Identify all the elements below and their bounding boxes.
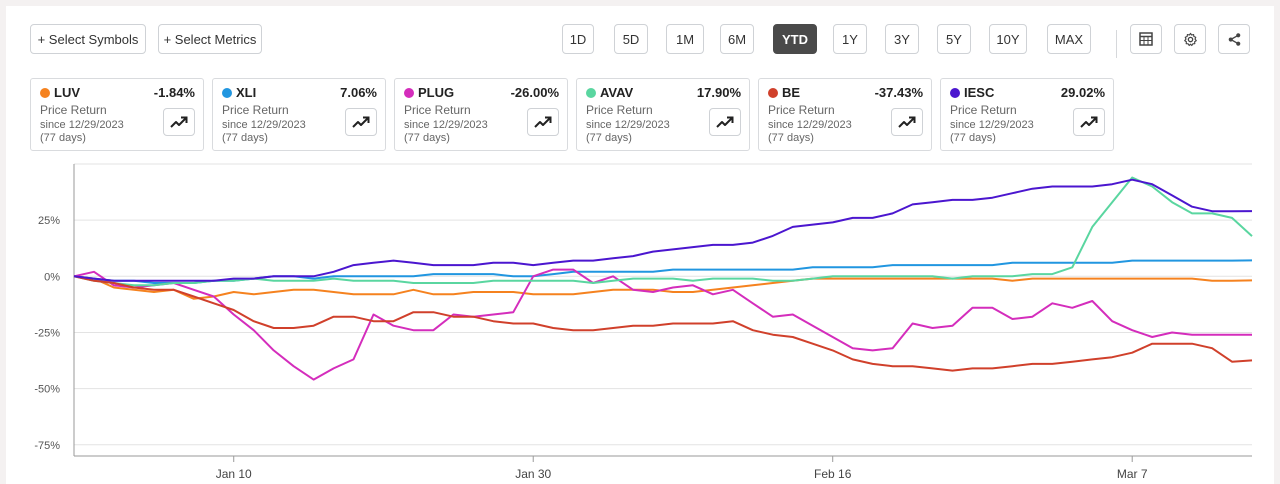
series-color-dot xyxy=(950,88,960,98)
card-since: since 12/29/2023 xyxy=(768,119,852,131)
card-days: (77 days) xyxy=(768,132,814,144)
card-since: since 12/29/2023 xyxy=(950,119,1034,131)
symbol-card-be[interactable]: BE -37.43% Price Return since 12/29/2023 (77… xyxy=(758,78,932,151)
symbol-card-xli[interactable]: XLI 7.06% Price Return since 12/29/2023 (77 … xyxy=(212,78,386,151)
y-tick-label: 0% xyxy=(44,271,60,283)
range-button-ytd[interactable]: YTD xyxy=(773,24,817,54)
select-symbols-button[interactable]: + Select Symbols xyxy=(30,24,146,54)
card-since: since 12/29/2023 xyxy=(586,119,670,131)
select-metrics-button[interactable]: + Select Metrics xyxy=(158,24,262,54)
gear-icon[interactable] xyxy=(1174,24,1206,54)
card-days: (77 days) xyxy=(40,132,86,144)
card-symbol: XLI xyxy=(236,85,257,100)
series-color-dot xyxy=(404,88,414,98)
card-symbol: PLUG xyxy=(418,85,455,100)
range-button-1y[interactable]: 1Y xyxy=(833,24,867,54)
card-days: (77 days) xyxy=(404,132,450,144)
series-line-plug[interactable] xyxy=(73,268,1252,381)
card-symbol: LUV xyxy=(54,85,80,100)
card-metric: Price Return xyxy=(950,103,1017,117)
range-button-10y[interactable]: 10Y xyxy=(989,24,1027,54)
trend-icon[interactable] xyxy=(527,108,559,136)
series-line-be[interactable] xyxy=(73,275,1253,372)
range-button-6m[interactable]: 6M xyxy=(720,24,754,54)
series-color-dot xyxy=(40,88,50,98)
card-since: since 12/29/2023 xyxy=(222,119,306,131)
card-symbol: AVAV xyxy=(600,85,634,100)
series-line-avav[interactable] xyxy=(73,176,1253,287)
card-value: -26.00% xyxy=(510,85,559,100)
range-button-1m[interactable]: 1M xyxy=(666,24,704,54)
series-color-dot xyxy=(222,88,232,98)
chart-widget: + Select Symbols + Select Metrics 1D 5D 1M… xyxy=(6,6,1274,484)
series-color-dot xyxy=(768,88,778,98)
range-button-1d[interactable]: 1D xyxy=(562,24,594,54)
card-value: -1.84% xyxy=(153,85,195,100)
symbol-card-iesc[interactable]: IESC 29.02% Price Return since 12/29/2023 (7… xyxy=(940,78,1114,151)
trend-icon[interactable] xyxy=(709,108,741,136)
table-icon[interactable] xyxy=(1130,24,1162,54)
card-value: 17.90% xyxy=(696,85,741,100)
symbol-card-luv[interactable]: LUV -1.84% Price Return since 12/29/2023 (77… xyxy=(30,78,204,151)
y-tick-label: -25% xyxy=(34,327,60,339)
card-value: -37.43% xyxy=(874,85,923,100)
trend-icon[interactable] xyxy=(345,108,377,136)
performance-chart: 25% 0% -25% -50% -75% Jan 10 Jan 30 Feb 16 Mar … xyxy=(34,163,1253,481)
card-value: 29.02% xyxy=(1060,85,1105,100)
y-tick-label: 25% xyxy=(38,215,60,227)
card-metric: Price Return xyxy=(40,103,107,117)
series-line-luv[interactable] xyxy=(73,275,1253,300)
card-metric: Price Return xyxy=(768,103,835,117)
trend-icon[interactable] xyxy=(163,108,195,136)
card-value: 7.06% xyxy=(340,85,377,100)
x-tick-label: Mar 7 xyxy=(1117,467,1148,481)
symbol-card-avav[interactable]: AVAV 17.90% Price Return since 12/29/2023 (7… xyxy=(576,78,750,151)
x-tick-label: Feb 16 xyxy=(814,467,852,481)
range-button-5d[interactable]: 5D xyxy=(614,24,648,54)
trend-icon[interactable] xyxy=(891,108,923,136)
card-metric: Price Return xyxy=(222,103,289,117)
card-since: since 12/29/2023 xyxy=(404,119,488,131)
series-line-iesc[interactable] xyxy=(73,178,1253,282)
range-button-5y[interactable]: 5Y xyxy=(937,24,971,54)
card-metric: Price Return xyxy=(586,103,653,117)
card-days: (77 days) xyxy=(950,132,996,144)
trend-icon[interactable] xyxy=(1073,108,1105,136)
share-icon[interactable] xyxy=(1218,24,1250,54)
x-tick-label: Jan 30 xyxy=(515,467,551,481)
range-button-3y[interactable]: 3Y xyxy=(885,24,919,54)
series-color-dot xyxy=(586,88,596,98)
y-tick-label: -75% xyxy=(34,440,60,452)
range-button-max[interactable]: MAX xyxy=(1047,24,1091,54)
toolbar-divider xyxy=(1116,30,1117,58)
card-metric: Price Return xyxy=(404,103,471,117)
card-since: since 12/29/2023 xyxy=(40,119,124,131)
card-symbol: BE xyxy=(782,85,801,100)
card-days: (77 days) xyxy=(222,132,268,144)
y-tick-label: -50% xyxy=(34,384,60,396)
card-symbol: IESC xyxy=(964,85,995,100)
x-tick-label: Jan 10 xyxy=(216,467,252,481)
card-days: (77 days) xyxy=(586,132,632,144)
symbol-card-plug[interactable]: PLUG -26.00% Price Return since 12/29/2023(… xyxy=(394,78,568,151)
